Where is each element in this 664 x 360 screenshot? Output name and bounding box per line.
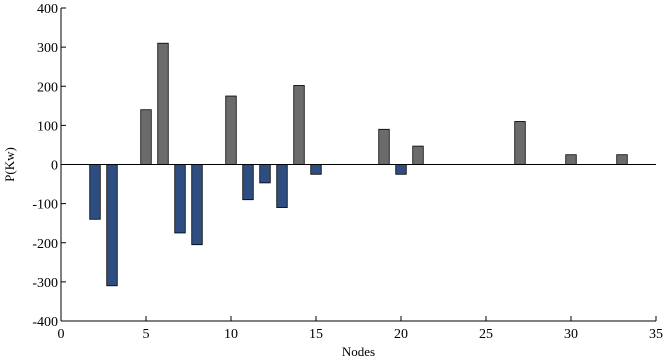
y-tick-label: -400 <box>32 315 58 330</box>
x-tick-label: 0 <box>58 327 65 342</box>
bar-node-30 <box>565 154 577 165</box>
bar-node-3 <box>106 164 118 287</box>
x-axis-ticks: 0 5 10 15 20 25 30 35 <box>58 316 663 342</box>
y-tick-label: 200 <box>37 80 58 95</box>
bar-node-5 <box>140 109 152 165</box>
bar-node-6 <box>157 42 169 165</box>
bar-node-10 <box>225 95 237 165</box>
x-tick-label: 30 <box>564 327 578 342</box>
x-tick-label: 25 <box>479 327 493 342</box>
bar-node-2 <box>89 164 101 220</box>
bar-node-12 <box>259 164 271 184</box>
bar-node-11 <box>242 164 254 201</box>
x-tick-label: 15 <box>309 327 323 342</box>
bar-node-8 <box>191 164 203 246</box>
bar-node-15 <box>310 164 322 175</box>
y-tick-label: 100 <box>37 119 58 134</box>
y-tick-label: 300 <box>37 41 58 56</box>
y-tick-label: -300 <box>32 276 58 291</box>
bar-node-7 <box>174 164 186 234</box>
y-axis-ticks: -400 -300 -200 -100 0 100 200 300 400 <box>32 2 66 330</box>
bar-node-20 <box>395 164 407 175</box>
x-axis-title: Nodes <box>342 344 375 359</box>
x-tick-label: 10 <box>224 327 238 342</box>
bar-node-13 <box>276 164 288 208</box>
bar-node-21 <box>412 145 424 165</box>
y-axis-title: P(Kw) <box>2 147 17 182</box>
y-tick-label: -200 <box>32 237 58 252</box>
bars <box>72 42 628 287</box>
x-tick-label: 35 <box>649 327 663 342</box>
y-tick-label: 400 <box>37 2 58 17</box>
bar-node-33 <box>616 154 628 165</box>
bar-node-19 <box>378 128 390 165</box>
bar-node-27 <box>514 121 526 165</box>
bar-node-14 <box>293 85 305 165</box>
y-tick-label: 0 <box>51 159 58 174</box>
y-tick-label: -100 <box>32 198 58 213</box>
x-tick-label: 5 <box>143 327 150 342</box>
x-tick-label: 20 <box>394 327 408 342</box>
